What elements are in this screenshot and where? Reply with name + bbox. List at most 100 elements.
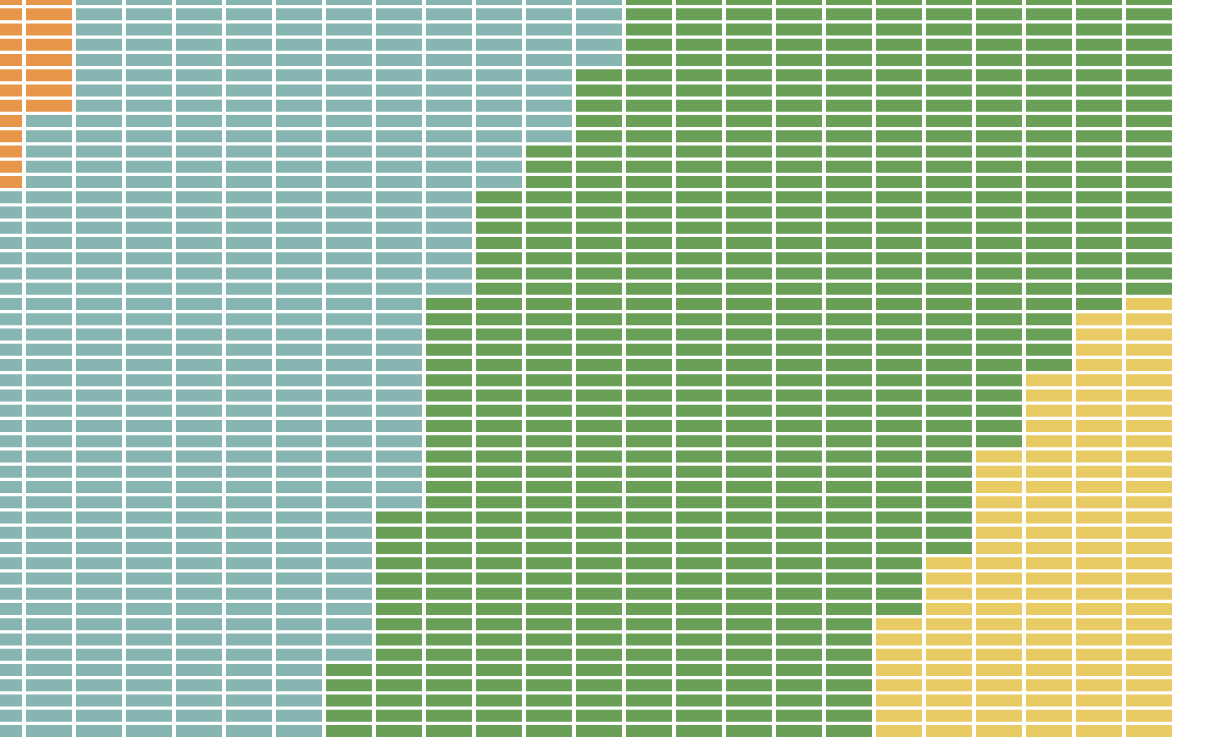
waffle-cell <box>26 252 72 265</box>
waffle-cell <box>976 481 1022 493</box>
waffle-cell <box>1126 328 1172 341</box>
waffle-cell <box>0 618 22 631</box>
waffle-cell <box>426 221 472 234</box>
waffle-cell <box>976 496 1022 509</box>
waffle-cell <box>976 603 1022 615</box>
waffle-cell <box>426 359 472 371</box>
waffle-cell <box>976 84 1022 97</box>
waffle-cell <box>326 145 372 158</box>
waffle-cell <box>976 420 1022 432</box>
waffle-cell <box>976 160 1022 173</box>
waffle-cell <box>376 481 422 493</box>
waffle-cell <box>326 709 372 722</box>
waffle-cell <box>676 450 722 463</box>
waffle-cell <box>426 206 472 219</box>
waffle-cell <box>776 328 822 341</box>
waffle-cell <box>676 0 722 5</box>
waffle-cell <box>676 603 722 615</box>
waffle-cell <box>276 389 322 402</box>
waffle-cell <box>1126 99 1172 112</box>
waffle-cell <box>276 359 322 371</box>
waffle-cell <box>576 709 622 722</box>
waffle-cell <box>576 252 622 265</box>
waffle-cell <box>776 8 822 21</box>
waffle-cell <box>926 420 972 432</box>
waffle-cell <box>326 343 372 356</box>
waffle-cell <box>526 420 572 432</box>
waffle-cell <box>326 374 372 387</box>
waffle-cell <box>426 435 472 448</box>
waffle-cell <box>26 481 72 493</box>
waffle-cell <box>976 404 1022 417</box>
waffle-cell <box>526 587 572 600</box>
waffle-cell <box>76 69 122 82</box>
waffle-cell <box>126 648 172 661</box>
waffle-cell <box>376 450 422 463</box>
waffle-cell <box>1126 725 1172 737</box>
waffle-cell <box>126 694 172 707</box>
waffle-cell <box>0 725 22 737</box>
waffle-cell <box>1126 450 1172 463</box>
waffle-cell <box>926 557 972 570</box>
waffle-cell <box>0 145 22 158</box>
waffle-cell <box>226 725 272 737</box>
waffle-cell <box>726 679 772 692</box>
waffle-cell <box>376 23 422 36</box>
waffle-cell <box>1076 23 1122 36</box>
waffle-cell <box>226 633 272 646</box>
waffle-cell <box>926 511 972 524</box>
waffle-cell <box>826 420 872 432</box>
waffle-cell <box>826 221 872 234</box>
waffle-cell <box>876 572 922 585</box>
waffle-cell <box>76 313 122 326</box>
waffle-cell <box>426 8 472 21</box>
waffle-cell <box>126 511 172 524</box>
waffle-cell <box>276 664 322 676</box>
waffle-cell <box>1076 237 1122 249</box>
waffle-cell <box>426 145 472 158</box>
waffle-cell <box>926 404 972 417</box>
waffle-cell <box>626 69 672 82</box>
waffle-cell <box>1026 8 1072 21</box>
waffle-cell <box>376 526 422 539</box>
waffle-cell <box>26 145 72 158</box>
waffle-cell <box>126 359 172 371</box>
waffle-cell <box>326 587 372 600</box>
waffle-cell <box>726 557 772 570</box>
waffle-cell <box>926 298 972 310</box>
waffle-cell <box>1126 542 1172 554</box>
waffle-cell <box>326 496 372 509</box>
waffle-cell <box>526 603 572 615</box>
waffle-cell <box>26 69 72 82</box>
waffle-cell <box>226 359 272 371</box>
waffle-cell <box>476 435 522 448</box>
waffle-cell <box>626 404 672 417</box>
waffle-cell <box>1076 84 1122 97</box>
waffle-cell <box>976 0 1022 5</box>
waffle-cell <box>726 633 772 646</box>
waffle-cell <box>476 328 522 341</box>
waffle-cell <box>0 664 22 676</box>
waffle-cell <box>726 542 772 554</box>
waffle-cell <box>26 511 72 524</box>
waffle-cell <box>1076 404 1122 417</box>
waffle-cell <box>526 8 572 21</box>
waffle-cell <box>126 160 172 173</box>
waffle-cell <box>876 542 922 554</box>
waffle-cell <box>476 496 522 509</box>
waffle-cell <box>626 572 672 585</box>
waffle-cell <box>326 38 372 51</box>
waffle-cell <box>226 0 272 5</box>
waffle-cell <box>976 679 1022 692</box>
waffle-cell <box>76 648 122 661</box>
waffle-cell <box>676 176 722 188</box>
waffle-cell <box>676 115 722 127</box>
waffle-cell <box>526 511 572 524</box>
waffle-cell <box>826 496 872 509</box>
waffle-cell <box>76 725 122 737</box>
waffle-cell <box>926 679 972 692</box>
waffle-cell <box>726 99 772 112</box>
waffle-cell <box>1026 282 1072 295</box>
waffle-cell <box>176 145 222 158</box>
waffle-cell <box>976 511 1022 524</box>
